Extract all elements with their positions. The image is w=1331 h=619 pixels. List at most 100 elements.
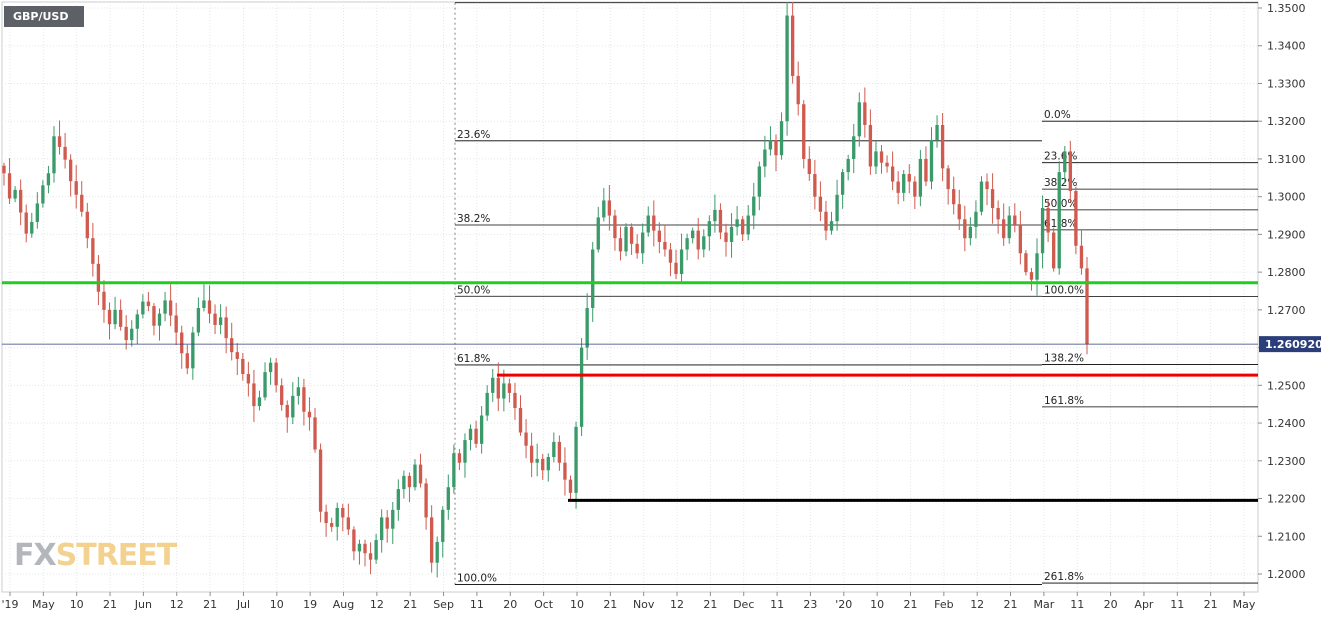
candle xyxy=(646,206,650,237)
x-tick-label: Apr xyxy=(1134,598,1154,611)
candle-body xyxy=(457,453,462,463)
candle-body xyxy=(280,385,284,405)
candle-body xyxy=(718,209,723,233)
candle-body xyxy=(463,440,467,463)
candle-body xyxy=(1007,215,1011,239)
candle xyxy=(679,233,684,284)
candle xyxy=(2,162,6,186)
candle-body xyxy=(629,226,634,244)
x-tick-label: 21 xyxy=(603,598,617,611)
y-tick-label: 1.2200 xyxy=(1267,493,1306,506)
candle xyxy=(318,443,323,523)
candle xyxy=(135,309,139,345)
candle xyxy=(1018,211,1023,265)
candle-body xyxy=(13,189,17,199)
candle-body xyxy=(852,136,856,159)
candle-body xyxy=(846,158,850,173)
candle-body xyxy=(57,136,62,147)
y-tick-label: 1.2300 xyxy=(1267,455,1306,468)
candle-body xyxy=(507,383,512,393)
candle-body xyxy=(7,173,12,199)
x-tick-label: Dec xyxy=(733,598,754,611)
candle-body xyxy=(368,553,373,560)
x-tick-label: 12 xyxy=(670,598,684,611)
candle xyxy=(185,344,189,375)
candle-body xyxy=(607,200,612,216)
candle-body xyxy=(130,328,134,341)
y-tick-label: 1.3100 xyxy=(1267,153,1306,166)
candle-body xyxy=(46,173,51,186)
candle xyxy=(163,291,167,322)
candle-body xyxy=(557,441,562,463)
candle-body xyxy=(330,523,334,527)
candle-body xyxy=(18,189,23,213)
candle-body xyxy=(185,353,189,369)
candle-body xyxy=(729,226,734,242)
candle xyxy=(890,151,895,190)
candle xyxy=(735,206,739,236)
candle xyxy=(1079,229,1084,275)
candle-body xyxy=(202,300,206,308)
candle-body xyxy=(740,219,745,235)
candle-body xyxy=(913,181,917,197)
candle xyxy=(218,304,223,335)
candle xyxy=(1002,203,1006,246)
candle-body xyxy=(413,464,417,488)
candle-body xyxy=(796,75,800,105)
candle xyxy=(985,173,989,206)
candle-body xyxy=(752,196,756,216)
candle xyxy=(30,212,34,238)
candle xyxy=(585,293,589,360)
candle xyxy=(74,165,78,209)
candle-body xyxy=(218,317,223,325)
candle xyxy=(302,378,306,426)
candle-body xyxy=(296,387,301,396)
candle xyxy=(785,2,789,136)
x-tick-label: 10 xyxy=(270,598,284,611)
candle xyxy=(763,135,767,178)
candle xyxy=(491,368,495,402)
candle-body xyxy=(335,507,339,527)
x-tick-label: 21 xyxy=(403,598,417,611)
candle-body xyxy=(924,158,928,182)
candle-body xyxy=(691,230,695,239)
fib-label-short: 161.8% xyxy=(1044,395,1084,407)
candle xyxy=(1013,203,1017,233)
candle xyxy=(418,453,423,488)
candle-body xyxy=(1035,253,1039,280)
candle xyxy=(274,358,278,393)
fib-label-short: 261.8% xyxy=(1044,571,1084,583)
candle xyxy=(224,306,228,354)
candle-body xyxy=(85,211,89,239)
candle xyxy=(313,408,317,453)
candle-body xyxy=(441,509,445,542)
candle-body xyxy=(96,263,101,292)
candle-body xyxy=(990,189,995,208)
candle xyxy=(168,284,173,327)
y-tick-label: 1.3500 xyxy=(1267,2,1306,15)
candle-body xyxy=(124,326,128,341)
candle xyxy=(335,502,339,541)
candle-body xyxy=(68,159,73,182)
candle xyxy=(602,187,606,222)
candle xyxy=(252,369,256,422)
candle xyxy=(946,165,950,205)
candle-body xyxy=(685,238,689,250)
symbol-badge[interactable]: GBP/USD xyxy=(4,6,84,27)
x-tick-label: 21 xyxy=(1204,598,1218,611)
candle xyxy=(568,475,573,501)
x-tick-label: Jun xyxy=(134,598,152,611)
candle-body xyxy=(230,338,234,353)
candle xyxy=(779,112,784,160)
candle-body xyxy=(874,151,878,167)
candle-body xyxy=(968,226,973,239)
candle xyxy=(246,361,251,397)
candle xyxy=(452,444,456,494)
candle xyxy=(46,165,51,194)
candle xyxy=(907,164,911,194)
candle xyxy=(341,503,345,532)
candle-body xyxy=(679,249,684,275)
y-tick-label: 1.2800 xyxy=(1267,266,1306,279)
